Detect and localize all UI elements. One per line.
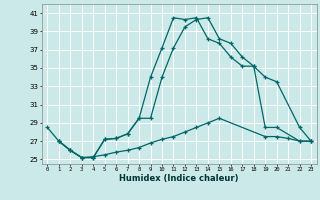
X-axis label: Humidex (Indice chaleur): Humidex (Indice chaleur) [119, 174, 239, 183]
